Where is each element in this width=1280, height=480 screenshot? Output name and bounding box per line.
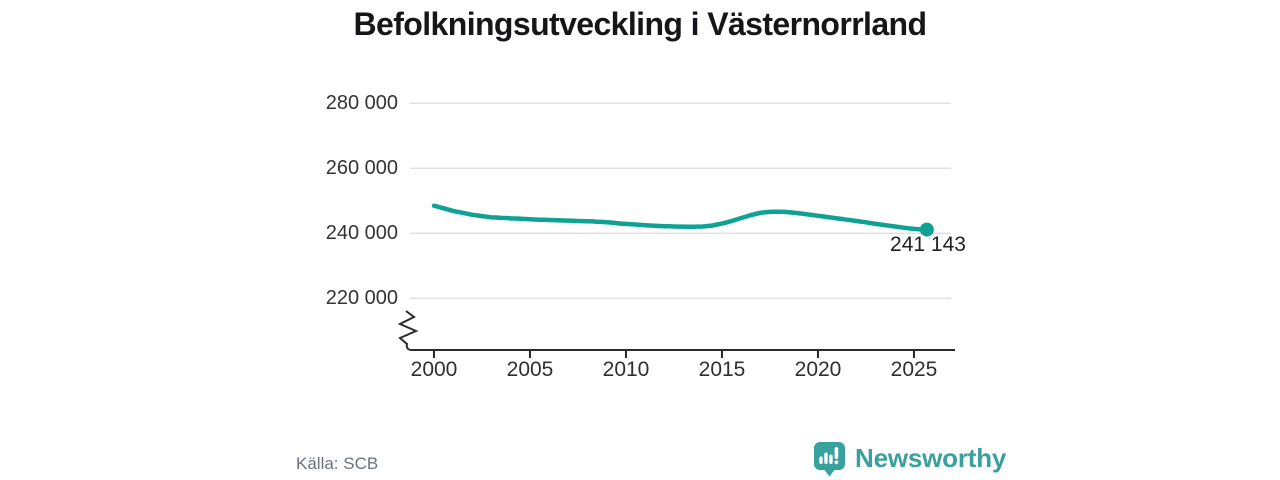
chart-title: Befolkningsutveckling i Västernorrland xyxy=(353,6,927,42)
gridlines xyxy=(410,102,951,300)
y-tick-label: 260 000 xyxy=(325,157,398,180)
x-tick-label: 2010 xyxy=(602,358,650,381)
end-value-label: 241 143 xyxy=(890,233,966,256)
data-line xyxy=(431,203,934,237)
y-tick-label: 220 000 xyxy=(325,287,398,310)
end-point-marker xyxy=(919,222,934,237)
x-axis xyxy=(397,310,955,358)
newsworthy-logo[interactable]: Newsworthy xyxy=(813,441,1006,477)
axis-line-with-break xyxy=(397,310,955,351)
x-tick-label: 2000 xyxy=(410,358,458,381)
newsworthy-logo-text: Newsworthy xyxy=(855,443,1007,473)
x-tick-label: 2015 xyxy=(698,358,746,381)
newsworthy-bubble-chart-icon xyxy=(814,442,845,477)
x-tick-label: 2005 xyxy=(506,358,554,381)
y-tick-label: 240 000 xyxy=(325,222,398,245)
population-line xyxy=(431,203,930,232)
source-note: Källa: SCB xyxy=(296,454,379,473)
x-tick-label: 2020 xyxy=(794,358,842,381)
y-tick-label: 280 000 xyxy=(325,92,398,115)
x-tick-label: 2025 xyxy=(890,358,938,381)
